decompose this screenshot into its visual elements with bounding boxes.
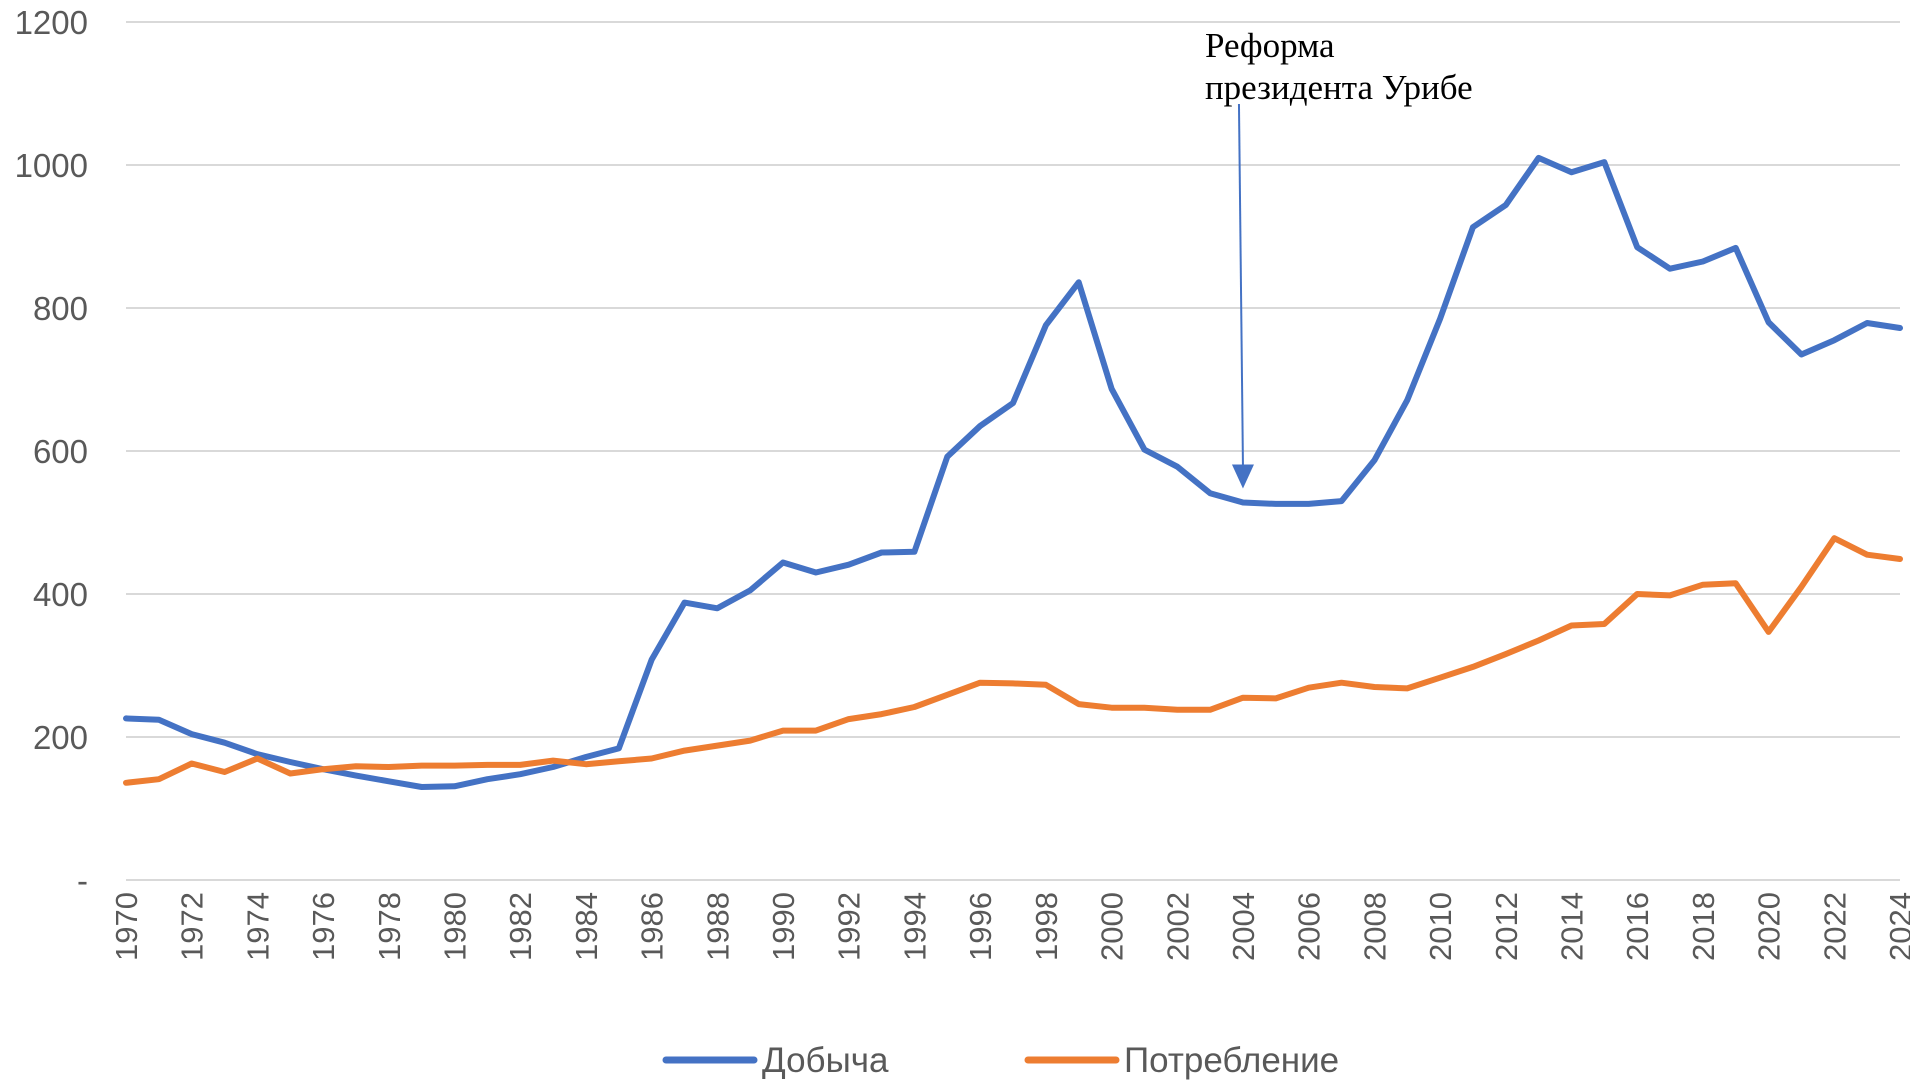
annotation-text: Реформа [1205,26,1335,65]
x-tick-label: 2020 [1752,892,1787,961]
x-tick-label: 2010 [1423,892,1458,961]
x-tick-label: 2006 [1292,892,1327,961]
legend: Добыча Потребление [662,1041,1339,1080]
x-tick-label: 1986 [635,892,670,961]
x-tick-label: 2018 [1686,892,1721,961]
x-tick-label: 1984 [569,892,604,961]
y-tick-label: 1000 [15,147,88,184]
x-tick-label: 2002 [1160,892,1195,961]
x-tick-label: 2016 [1620,892,1655,961]
x-tick-label: 2014 [1554,892,1589,961]
x-tick-label: 1978 [372,892,407,961]
y-tick-label: - [77,862,88,899]
x-tick-label: 2024 [1883,892,1910,961]
x-tick-label: 1996 [963,892,998,961]
x-axis: 1970 1972 1974 1976 1978 1980 1982 1984 1986 1988… [109,892,1910,961]
legend-label: Потребление [1124,1041,1339,1080]
y-tick-label: 800 [33,290,88,327]
y-tick-label: 200 [33,719,88,756]
y-axis: - 200 400 600 800 1000 1200 [15,4,88,899]
y-tick-label: 1200 [15,4,88,41]
annotation-arrow-shaft [1237,103,1244,467]
x-tick-label: 2012 [1489,892,1524,961]
x-tick-label: 1982 [503,892,538,961]
gridlines [126,21,1900,738]
y-tick-label: 600 [33,433,88,470]
x-tick-label: 2008 [1357,892,1392,961]
annotation-arrow-head [1231,464,1254,489]
x-tick-label: 2004 [1226,892,1261,961]
x-tick-label: 1976 [306,892,341,961]
x-tick-label: 2022 [1817,892,1852,961]
x-tick-label: 1998 [1029,892,1064,961]
x-tick-label: 1992 [832,892,867,961]
series-lines [123,154,1903,790]
x-tick-label: 1974 [240,892,275,961]
x-tick-label: 1990 [766,892,801,961]
annotation-text: президента Урибе [1205,68,1473,107]
series-line [123,535,1903,786]
x-tick-label: 1970 [109,892,144,961]
x-tick-label: 1980 [438,892,473,961]
y-tick-label: 400 [33,576,88,613]
x-tick-label: 1972 [175,892,210,961]
x-tick-label: 1994 [897,892,932,961]
x-tick-label: 2000 [1095,892,1130,961]
legend-label: Добыча [762,1041,889,1080]
series-line [123,154,1903,790]
x-tick-label: 1988 [700,892,735,961]
